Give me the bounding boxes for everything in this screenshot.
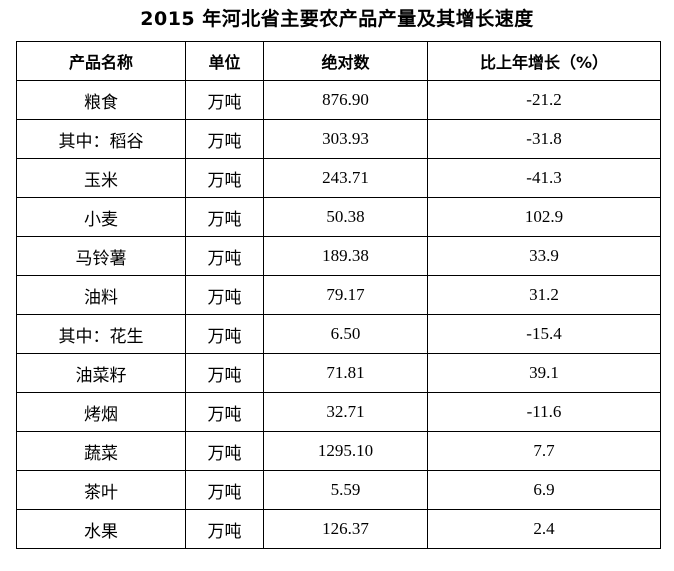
- cell-growth: -31.8: [427, 119, 661, 159]
- data-table: 产品名称 单位 绝对数 比上年增长（%） 粮食 万吨 876.90 -21.2 …: [16, 41, 661, 549]
- cell-growth: 2.4: [427, 509, 661, 549]
- cell-growth: 102.9: [427, 197, 661, 237]
- cell-product: 油料: [16, 275, 186, 315]
- cell-unit: 万吨: [185, 236, 264, 276]
- table-row: 蔬菜 万吨 1295.10 7.7: [16, 431, 661, 471]
- header-growth: 比上年增长（%）: [427, 41, 661, 81]
- cell-growth: -41.3: [427, 158, 661, 198]
- cell-absolute: 189.38: [263, 236, 428, 276]
- table-row: 马铃薯 万吨 189.38 33.9: [16, 236, 661, 276]
- cell-product: 玉米: [16, 158, 186, 198]
- cell-product: 其中：花生: [16, 314, 186, 354]
- cell-product: 蔬菜: [16, 431, 186, 471]
- table-row: 玉米 万吨 243.71 -41.3: [16, 158, 661, 198]
- header-unit: 单位: [185, 41, 264, 81]
- cell-growth: -15.4: [427, 314, 661, 354]
- cell-unit: 万吨: [185, 197, 264, 237]
- cell-growth: -21.2: [427, 80, 661, 120]
- table-row: 其中：花生 万吨 6.50 -15.4: [16, 314, 661, 354]
- cell-unit: 万吨: [185, 314, 264, 354]
- cell-growth: 6.9: [427, 470, 661, 510]
- cell-product: 马铃薯: [16, 236, 186, 276]
- cell-absolute: 50.38: [263, 197, 428, 237]
- cell-absolute: 5.59: [263, 470, 428, 510]
- cell-absolute: 79.17: [263, 275, 428, 315]
- cell-absolute: 243.71: [263, 158, 428, 198]
- cell-product: 油菜籽: [16, 353, 186, 393]
- cell-product: 烤烟: [16, 392, 186, 432]
- cell-unit: 万吨: [185, 158, 264, 198]
- cell-absolute: 126.37: [263, 509, 428, 549]
- cell-unit: 万吨: [185, 353, 264, 393]
- cell-growth: 31.2: [427, 275, 661, 315]
- cell-absolute: 876.90: [263, 80, 428, 120]
- table-row: 水果 万吨 126.37 2.4: [16, 509, 661, 549]
- cell-product: 粮食: [16, 80, 186, 120]
- cell-unit: 万吨: [185, 470, 264, 510]
- cell-product: 水果: [16, 509, 186, 549]
- cell-unit: 万吨: [185, 509, 264, 549]
- cell-growth: 39.1: [427, 353, 661, 393]
- header-absolute: 绝对数: [263, 41, 428, 81]
- table-row: 烤烟 万吨 32.71 -11.6: [16, 392, 661, 432]
- cell-absolute: 1295.10: [263, 431, 428, 471]
- cell-absolute: 32.71: [263, 392, 428, 432]
- cell-absolute: 71.81: [263, 353, 428, 393]
- cell-growth: -11.6: [427, 392, 661, 432]
- cell-product: 小麦: [16, 197, 186, 237]
- table-row: 油料 万吨 79.17 31.2: [16, 275, 661, 315]
- table-row: 其中：稻谷 万吨 303.93 -31.8: [16, 119, 661, 159]
- cell-growth: 33.9: [427, 236, 661, 276]
- cell-unit: 万吨: [185, 275, 264, 315]
- cell-unit: 万吨: [185, 119, 264, 159]
- cell-unit: 万吨: [185, 80, 264, 120]
- cell-absolute: 6.50: [263, 314, 428, 354]
- cell-unit: 万吨: [185, 431, 264, 471]
- table-row: 粮食 万吨 876.90 -21.2: [16, 80, 661, 120]
- table-header-row: 产品名称 单位 绝对数 比上年增长（%）: [16, 41, 661, 81]
- cell-absolute: 303.93: [263, 119, 428, 159]
- cell-growth: 7.7: [427, 431, 661, 471]
- table-row: 油菜籽 万吨 71.81 39.1: [16, 353, 661, 393]
- cell-unit: 万吨: [185, 392, 264, 432]
- page-title: 2015 年河北省主要农产品产量及其增长速度: [140, 8, 534, 30]
- table-row: 茶叶 万吨 5.59 6.9: [16, 470, 661, 510]
- header-product: 产品名称: [16, 41, 186, 81]
- cell-product: 茶叶: [16, 470, 186, 510]
- table-row: 小麦 万吨 50.38 102.9: [16, 197, 661, 237]
- cell-product: 其中：稻谷: [16, 119, 186, 159]
